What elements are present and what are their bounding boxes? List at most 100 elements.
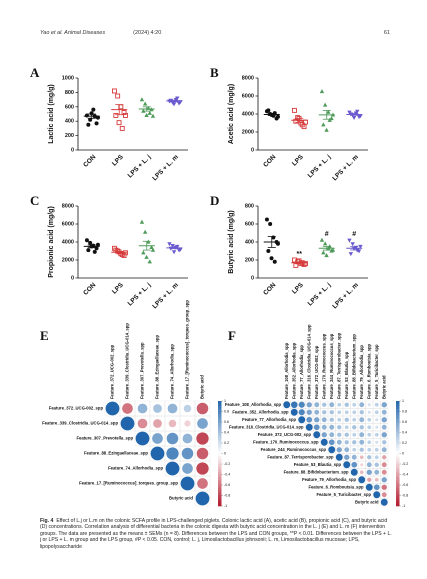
colorbar-step <box>396 424 400 428</box>
colorbar-step <box>218 456 222 460</box>
colorbar-step <box>396 487 400 491</box>
corr-circle <box>344 447 350 453</box>
data-point <box>324 127 329 132</box>
corr-circle <box>184 420 191 427</box>
x-tick-label: LPS + L. m <box>151 154 180 183</box>
colorbar-step <box>396 498 400 502</box>
corr-circle <box>359 439 365 445</box>
colorbar-step <box>218 474 222 478</box>
colorbar-label: 0.8 <box>224 409 229 413</box>
column-label: Feature_88_Bifidobacterium_spp <box>351 334 356 399</box>
corr-circle <box>335 453 343 461</box>
colorbar-step <box>396 500 400 504</box>
data-point <box>122 250 128 256</box>
data-point <box>167 242 172 247</box>
data-point <box>111 88 117 94</box>
colorbar-label: -0.6 <box>224 483 230 487</box>
data-point <box>88 240 93 245</box>
colorbar-label: -1 <box>402 504 405 508</box>
data-point <box>350 242 355 247</box>
colorbar-label: 1 <box>224 399 226 403</box>
corr-circle <box>314 417 320 423</box>
x-tick-label: CON <box>82 153 97 168</box>
corr-circle <box>344 432 349 437</box>
data-point <box>319 89 325 94</box>
colorbar-step <box>218 482 222 486</box>
corr-circle <box>344 410 349 415</box>
y-axis-label: Acetic acid (mg/g) <box>228 84 235 144</box>
colorbar-step <box>396 406 400 410</box>
colorbar-step <box>218 422 222 425</box>
panel-label: C <box>30 193 39 208</box>
corr-circle <box>381 484 387 490</box>
corr-circle <box>381 424 387 430</box>
corr-circle <box>166 447 179 460</box>
colorbar-label: 0.4 <box>402 430 407 434</box>
corr-circle <box>359 402 365 408</box>
corr-circle <box>150 446 165 461</box>
corr-circle <box>352 447 357 452</box>
data-point <box>293 118 299 124</box>
corr-circle <box>381 409 387 415</box>
corr-circle <box>337 417 342 422</box>
x-tick-label: LPS + L. m <box>331 282 360 311</box>
column-label: Feature_244_Ruminococcus_spp <box>329 333 334 399</box>
colorbar-step <box>396 471 400 475</box>
colorbar-step <box>396 474 400 478</box>
corr-circle <box>336 439 342 445</box>
corr-circle <box>298 401 305 408</box>
colorbar-step <box>218 471 222 475</box>
colorbar-step <box>396 448 400 452</box>
y-tick-label: 4000 <box>62 239 74 245</box>
colorbar-step <box>396 422 400 425</box>
x-tick-label: LPS <box>111 281 125 295</box>
corr-circle <box>374 455 379 460</box>
colorbar-step <box>218 495 222 499</box>
corr-circle <box>344 454 350 460</box>
corr-circle <box>359 417 365 423</box>
corr-circle <box>373 491 381 499</box>
x-tick-label: LPS + L. m <box>331 154 360 183</box>
y-tick-label: 1000 <box>62 75 74 81</box>
corr-circle <box>196 432 209 445</box>
column-label: Feature_170_Ruminococcus_spp <box>321 333 326 399</box>
data-point <box>147 110 152 115</box>
colorbar-step <box>396 429 400 433</box>
corr-circle <box>367 410 371 414</box>
column-label: Feature_316_Clostridia_UCG-014_spp <box>306 324 311 399</box>
colorbar-step <box>218 443 222 446</box>
corr-circle <box>329 417 334 422</box>
panel-label: A <box>30 65 40 80</box>
corr-circle <box>367 477 372 482</box>
colorbar-step <box>218 432 222 436</box>
corr-circle <box>180 476 195 491</box>
colorbar-step <box>396 435 400 439</box>
y-axis-label: Butyric acid (mg/g) <box>228 210 235 273</box>
data-point <box>113 112 119 118</box>
data-point <box>275 241 280 246</box>
corr-circle <box>367 447 372 452</box>
corr-circle <box>336 447 342 453</box>
data-point <box>268 222 273 226</box>
colorbar-step <box>396 479 400 483</box>
column-label: Feature_88_Ezingaellaceae_spp <box>155 335 160 399</box>
column-label: Feature_307_Prevotella_spp <box>140 342 145 399</box>
column-label: Feature_339_Clostridia_UCG-014_spp <box>125 323 130 399</box>
data-point <box>94 246 99 251</box>
corr-circle <box>367 432 372 437</box>
data-point <box>355 109 360 114</box>
corr-circle <box>381 492 387 498</box>
colorbar-step <box>218 498 222 502</box>
colorbar-step <box>218 406 222 410</box>
corr-circle <box>153 419 162 428</box>
corr-circle <box>321 424 327 430</box>
colorbar-step <box>396 477 400 481</box>
corr-circle <box>137 418 148 429</box>
y-tick-label: 600 <box>245 221 254 227</box>
colorbar-label: 0.4 <box>224 430 229 434</box>
colorbar-label: 0.6 <box>224 420 229 424</box>
colorbar-step <box>218 503 222 507</box>
colorbar-step <box>218 450 222 454</box>
data-point <box>92 249 97 254</box>
